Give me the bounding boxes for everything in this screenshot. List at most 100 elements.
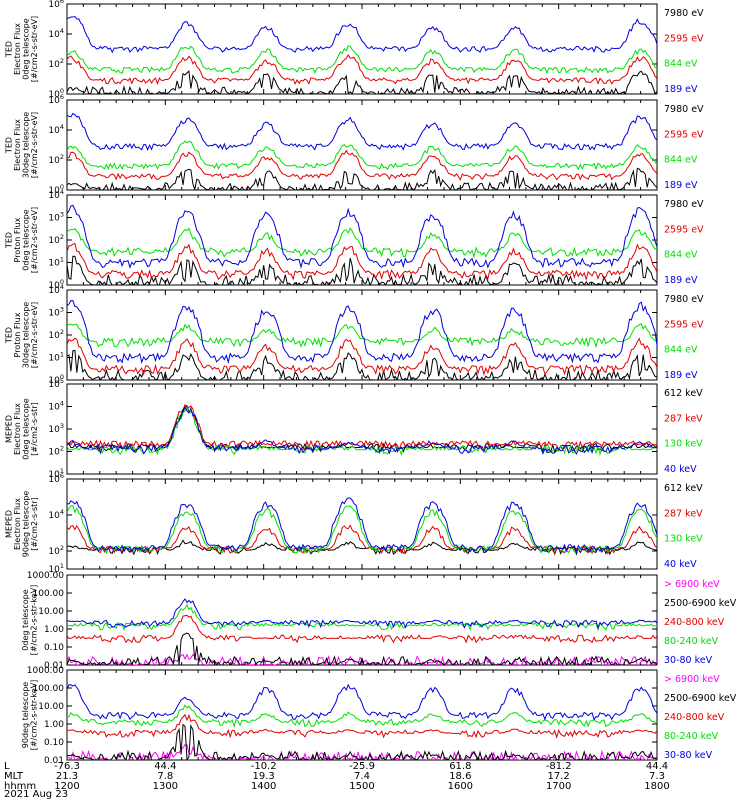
xaxis-value: -25.9 [349,761,375,772]
y-tick-label: 0.01 [44,661,64,671]
xaxis-value: 7.8 [157,771,173,782]
xaxis-value: 44.4 [646,761,668,772]
series-line-1 [67,167,657,190]
y-axis-label-line: 30deg telescope [21,112,30,179]
series-line-4 [67,299,657,365]
legend-entry: 2500-6900 keV [664,598,737,609]
panel-2: 100 102 104 106 TEDElectron Flux30deg telesc… [4,93,704,196]
xaxis-row-label: hhmm [4,781,36,792]
y-axis-label-line: [#/cm2-s-str-eV] [30,207,39,273]
xaxis-value: 17.2 [548,771,570,782]
y-axis-label-line: Electron Flux [13,119,22,171]
series-line-1 [67,70,657,94]
y-tick-label: 104 [48,508,64,521]
series-line-5 [67,598,657,630]
y-axis-label-line: 90deg telescope [21,491,30,558]
y-tick-label: 104 [48,283,64,296]
plot-frame [66,383,658,475]
legend-entry: 189 eV [664,180,698,191]
legend-entry: 130 keV [664,439,703,450]
series-group [67,204,657,285]
y-axis-label-line: [#/cm2-s-str-keV] [29,585,38,656]
panel-5: 101 102 103 104 105 MEPEDElectron Flux0deg te… [4,377,703,480]
y-tick-label: 104 [48,27,64,40]
xaxis-value: 7.3 [649,771,665,782]
y-axis-label-line: TED [4,232,13,249]
date-label: 2021 Aug 23 [4,789,68,800]
legend-entry: 2595 eV [664,319,704,330]
y-tick-label: 105 [48,377,64,390]
y-tick-label: 0.01 [44,756,64,766]
y-axis-label-line: TED [4,327,13,344]
y-tick-label: 0.10 [44,738,64,748]
series-line-4 [67,16,657,54]
y-tick-label: 102 [48,445,64,458]
series-line-2 [67,54,657,86]
y-axis-label-line: 0deg telescope [21,18,30,79]
plot-frame [66,3,658,95]
y-tick-label: 10.00 [38,702,64,712]
panel-7: 1000.00 100.00 10.00 1.00 0.10 0.01 0deg teles… [21,571,737,671]
xaxis-value: 19.3 [253,771,275,782]
xaxis-value: 1300 [153,781,178,792]
y-axis-label-line: [#/cm2-s-str] [30,497,39,550]
y-tick-label: 1000.00 [27,571,64,581]
y-tick-label: 101 [48,256,64,269]
xaxis-value: -10.2 [251,761,277,772]
series-line-1 [67,349,657,380]
series-group [67,598,657,665]
y-axis-label: 90deg telescope[#/cm2-s-str-keV] [21,680,39,751]
y-tick-label: 100 [48,373,64,386]
xaxis-value: 61.8 [449,761,471,772]
legend-entry: 30-80 keV [664,750,713,761]
xaxis-value: 1600 [448,781,473,792]
series-line-3 [67,406,657,456]
legend-entry: 844 eV [664,250,698,261]
legend-entry: 80-240 keV [664,636,719,647]
y-axis-label-line: 30deg telescope [21,302,30,369]
y-tick-label: 106 [48,0,64,10]
y-axis-label-line: TED [4,41,13,58]
legend-entry: 844 eV [664,59,698,70]
legend-entry: 240-800 keV [664,712,725,723]
legend-entry: 2595 eV [664,224,704,235]
y-axis-label-line: Proton Flux [13,312,22,357]
series-line-4 [67,704,657,729]
y-axis-label: 0deg telescope[#/cm2-s-str-keV] [21,585,39,656]
legend-entry: 189 eV [664,84,698,95]
series-group [67,16,657,94]
y-axis-label-line: [#/cm2-s-str-eV] [30,302,39,368]
legend-entry: 2500-6900 keV [664,693,737,704]
legend-entry: > 6900 keV [664,674,720,685]
plot-frame [66,194,658,286]
y-axis-label: TEDElectron Flux0deg telescope[#/cm2-s-s… [4,16,39,82]
xaxis-value: -76.3 [54,761,80,772]
plot-frame [66,478,658,570]
legend-entry: 7980 eV [664,104,704,115]
y-axis-label-line: [#/cm2-s-str] [30,402,39,455]
legend-entry: > 6900 keV [664,579,720,590]
y-tick-label: 106 [48,472,64,485]
y-tick-label: 100.00 [33,589,65,599]
xaxis-value: 18.6 [449,771,471,782]
xaxis-row-label: L [4,761,10,772]
xaxis-value: 1200 [54,781,79,792]
panel-1: 100 102 104 106 TEDElectron Flux0deg telesco… [4,0,704,100]
xaxis-value: 21.3 [56,771,78,782]
xaxis-value: 1400 [251,781,276,792]
legend-entry: 7980 eV [664,294,704,305]
y-axis-label: TEDProton Flux30deg telescope[#/cm2-s-st… [4,302,39,369]
xaxis-row-label: MLT [4,771,24,782]
series-group [67,683,657,760]
legend-entry: 7980 eV [664,199,704,210]
y-tick-label: 103 [48,211,64,224]
y-axis-label-line: Proton Flux [13,217,22,262]
series-line-1 [67,255,657,285]
series-line-3 [67,140,657,171]
y-axis-label-line: Electron Flux [13,23,22,75]
y-tick-label: 10.00 [38,607,64,617]
legend-entry: 2595 eV [664,33,704,44]
plot-frame [66,669,658,761]
y-tick-label: 100 [48,278,64,291]
